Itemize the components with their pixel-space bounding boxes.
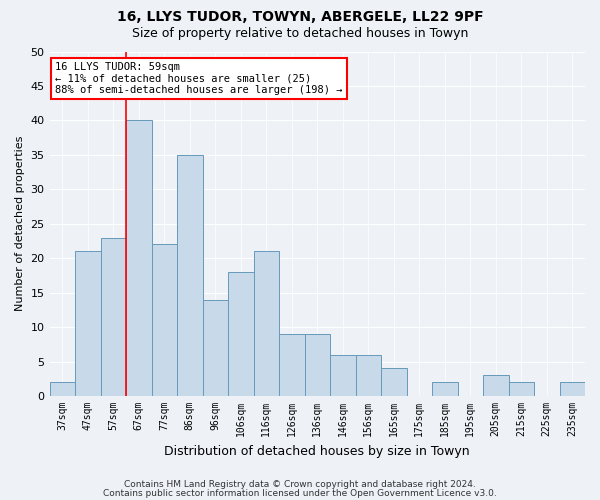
Bar	[330, 354, 356, 396]
Bar	[228, 272, 254, 396]
Bar	[126, 120, 152, 396]
Bar	[509, 382, 534, 396]
Bar	[254, 252, 279, 396]
Bar	[203, 300, 228, 396]
Bar	[356, 354, 381, 396]
Bar	[483, 376, 509, 396]
Bar	[152, 244, 177, 396]
Text: Size of property relative to detached houses in Towyn: Size of property relative to detached ho…	[132, 28, 468, 40]
Text: Contains HM Land Registry data © Crown copyright and database right 2024.: Contains HM Land Registry data © Crown c…	[124, 480, 476, 489]
Bar	[177, 155, 203, 396]
Bar	[75, 252, 101, 396]
Text: Contains public sector information licensed under the Open Government Licence v3: Contains public sector information licen…	[103, 488, 497, 498]
Bar	[560, 382, 585, 396]
Text: 16, LLYS TUDOR, TOWYN, ABERGELE, LL22 9PF: 16, LLYS TUDOR, TOWYN, ABERGELE, LL22 9P…	[116, 10, 484, 24]
Bar	[101, 238, 126, 396]
Text: 16 LLYS TUDOR: 59sqm
← 11% of detached houses are smaller (25)
88% of semi-detac: 16 LLYS TUDOR: 59sqm ← 11% of detached h…	[55, 62, 343, 95]
Y-axis label: Number of detached properties: Number of detached properties	[15, 136, 25, 312]
Bar	[279, 334, 305, 396]
X-axis label: Distribution of detached houses by size in Towyn: Distribution of detached houses by size …	[164, 444, 470, 458]
Bar	[50, 382, 75, 396]
Bar	[305, 334, 330, 396]
Bar	[432, 382, 458, 396]
Bar	[381, 368, 407, 396]
